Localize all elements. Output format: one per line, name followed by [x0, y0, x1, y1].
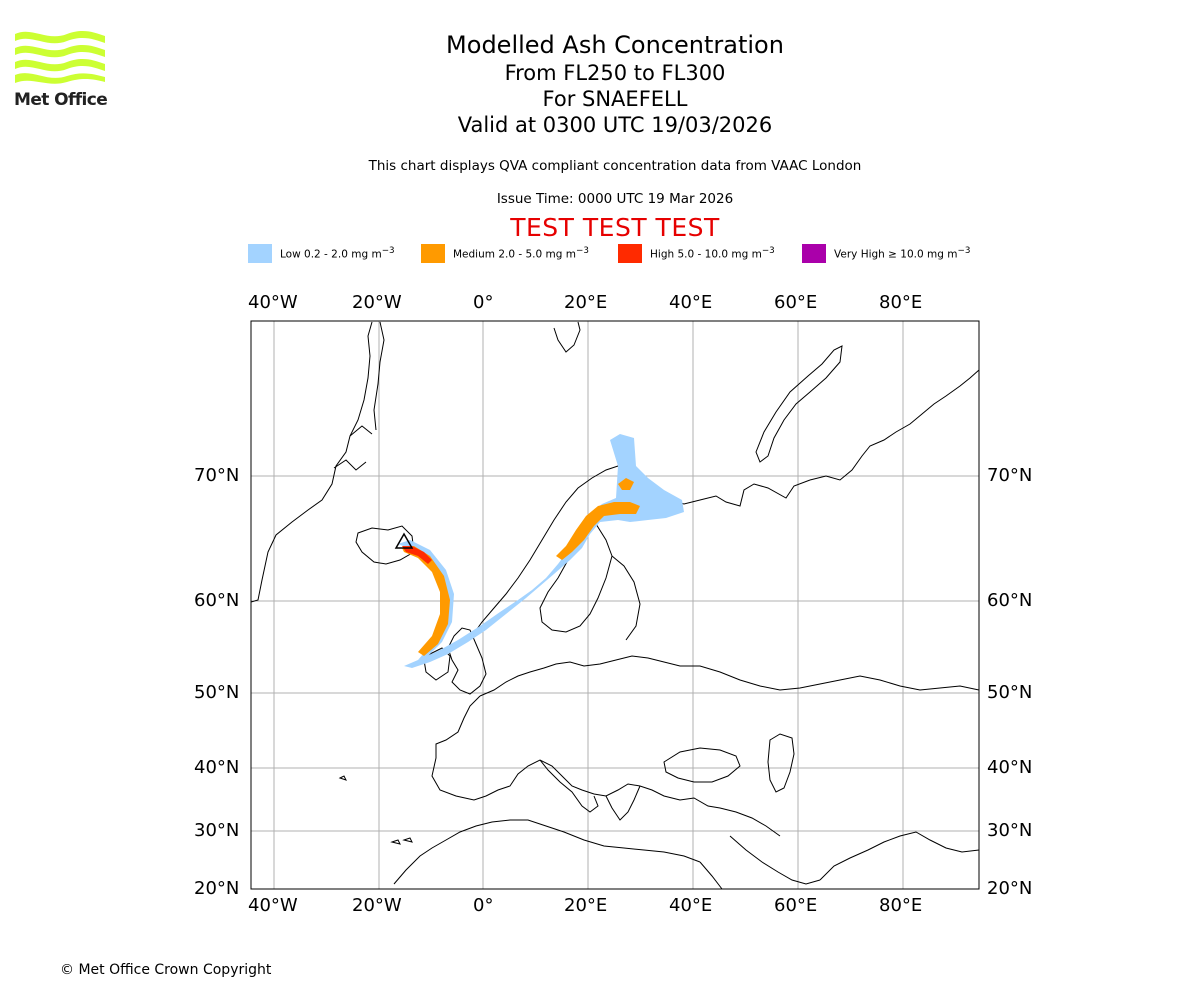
map-frame — [250, 320, 980, 890]
lon-label-top-0: 0° — [473, 292, 494, 313]
lon-label-bottom-40w: 40°W — [248, 895, 298, 916]
met-office-wave-icon — [15, 30, 105, 84]
legend-swatch-very-high — [802, 244, 826, 263]
legend-label-low: Low 0.2 - 2.0 mg m−3 — [280, 246, 395, 261]
legend-swatch-high — [618, 244, 642, 263]
lon-label-bottom-80e: 80°E — [879, 895, 923, 916]
lat-label-left-60n: 60°N — [194, 590, 240, 611]
title-levels: From FL250 to FL300 — [504, 61, 726, 85]
test-banner: TEST TEST TEST — [510, 213, 720, 242]
lon-label-bottom-60e: 60°E — [774, 895, 818, 916]
coastlines — [250, 321, 980, 890]
lat-label-left-20n: 20°N — [194, 878, 240, 899]
volcano-marker-icon — [394, 532, 414, 549]
lon-label-bottom-20w: 20°W — [352, 895, 402, 916]
lon-label-top-80e: 80°E — [879, 292, 923, 313]
lat-label-right-20n: 20°N — [987, 878, 1033, 899]
legend-label-very-high: Very High ≥ 10.0 mg m−3 — [834, 246, 971, 261]
lat-label-right-40n: 40°N — [987, 757, 1033, 778]
lon-label-bottom-0: 0° — [473, 895, 494, 916]
chart-title: Modelled Ash Concentration From FL250 to… — [315, 30, 915, 138]
lat-label-right-30n: 30°N — [987, 820, 1033, 841]
lat-label-right-60n: 60°N — [987, 590, 1033, 611]
subtitle: This chart displays QVA compliant concen… — [368, 158, 862, 174]
lat-label-right-50n: 50°N — [987, 682, 1033, 703]
map-gridlines — [251, 321, 979, 889]
lat-label-right-70n: 70°N — [987, 465, 1033, 486]
legend-label-high: High 5.0 - 10.0 mg m−3 — [650, 246, 775, 261]
logo-text: Met Office — [14, 90, 108, 110]
lon-label-top-60e: 60°E — [774, 292, 818, 313]
lat-label-left-50n: 50°N — [194, 682, 240, 703]
met-office-logo: Met Office — [12, 28, 112, 118]
title-volcano: For SNAEFELL — [542, 87, 688, 111]
lat-label-left-30n: 30°N — [194, 820, 240, 841]
title-main: Modelled Ash Concentration — [446, 31, 784, 59]
lon-label-top-20e: 20°E — [564, 292, 608, 313]
issue-time: Issue Time: 0000 UTC 19 Mar 2026 — [496, 191, 734, 207]
copyright: © Met Office Crown Copyright — [60, 962, 272, 978]
lon-label-top-40w: 40°W — [248, 292, 298, 313]
title-valid: Valid at 0300 UTC 19/03/2026 — [457, 113, 773, 137]
lat-label-left-70n: 70°N — [194, 465, 240, 486]
lon-label-bottom-20e: 20°E — [564, 895, 608, 916]
lon-label-top-40e: 40°E — [669, 292, 713, 313]
lon-label-bottom-40e: 40°E — [669, 895, 713, 916]
ash-plume-high — [402, 546, 432, 564]
legend-swatch-low — [248, 244, 272, 263]
legend-swatch-medium — [421, 244, 445, 263]
legend-label-medium: Medium 2.0 - 5.0 mg m−3 — [453, 246, 589, 261]
lat-label-left-40n: 40°N — [194, 757, 240, 778]
lon-label-top-20w: 20°W — [352, 292, 402, 313]
ash-plume-medium — [402, 478, 640, 656]
